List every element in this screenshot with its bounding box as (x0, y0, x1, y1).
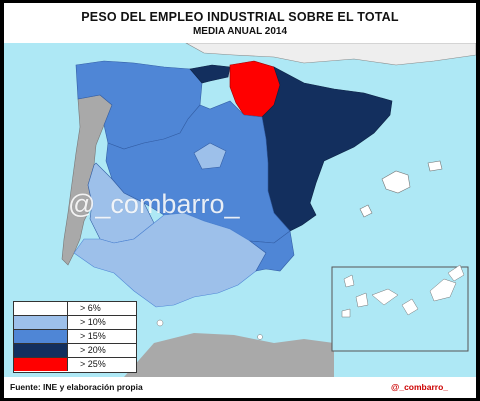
map-frame: PESO DEL EMPLEO INDUSTRIAL SOBRE EL TOTA… (4, 3, 476, 398)
island-mallorca (381, 170, 411, 194)
island-canary-4 (401, 298, 419, 316)
north-africa-land (124, 333, 334, 377)
legend-swatch (14, 330, 68, 343)
author-handle: @_combarro_ (391, 382, 448, 392)
region-madrid (193, 142, 227, 170)
legend-swatch (14, 302, 68, 315)
legend-item: > 25% (14, 358, 136, 372)
legend-item: > 10% (14, 316, 136, 330)
france-land (185, 43, 476, 66)
map-title: PESO DEL EMPLEO INDUSTRIAL SOBRE EL TOTA… (81, 10, 399, 24)
island-menorca (427, 160, 443, 172)
region-murcia (248, 230, 295, 272)
legend-swatch (14, 316, 68, 329)
legend: > 6% > 10% > 15% > 20% > 25% (13, 301, 137, 373)
legend-swatch (14, 358, 68, 371)
legend-label: > 6% (80, 303, 101, 313)
island-ibiza (359, 204, 373, 218)
legend-item: > 15% (14, 330, 136, 344)
legend-item: > 6% (14, 302, 136, 316)
island-canary-5 (429, 278, 457, 302)
island-canary-2 (355, 292, 369, 308)
legend-swatch (14, 344, 68, 357)
legend-item: > 20% (14, 344, 136, 358)
map-subtitle: MEDIA ANUAL 2014 (192, 26, 288, 37)
island-canary-6 (447, 264, 465, 282)
island-canary-7 (341, 308, 351, 318)
spain-map (4, 43, 476, 377)
region-central (105, 100, 291, 244)
melilla (257, 334, 263, 340)
legend-label: > 20% (80, 345, 106, 355)
legend-label: > 15% (80, 331, 106, 341)
source-note: Fuente: INE y elaboración propia (10, 382, 143, 392)
region-cantabria (189, 64, 231, 84)
legend-label: > 10% (80, 317, 106, 327)
island-canary-3 (371, 288, 399, 306)
legend-label: > 25% (80, 359, 106, 369)
watermark: @_combarro_ (68, 189, 240, 219)
ceuta (156, 319, 164, 327)
island-canary-1 (343, 274, 355, 288)
